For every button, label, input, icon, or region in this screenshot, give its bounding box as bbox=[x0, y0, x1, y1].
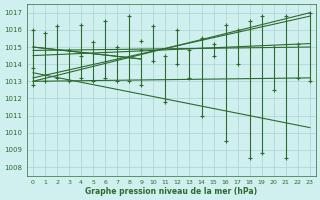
X-axis label: Graphe pression niveau de la mer (hPa): Graphe pression niveau de la mer (hPa) bbox=[85, 187, 258, 196]
